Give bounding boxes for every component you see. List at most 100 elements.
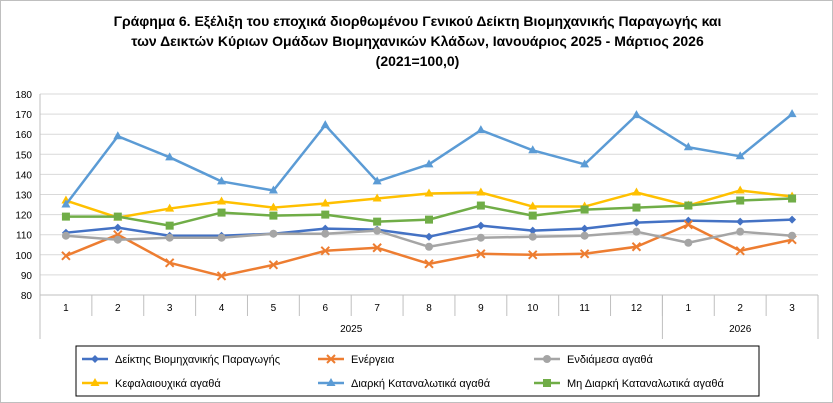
y-tick-label: 110 — [16, 231, 32, 242]
y-tick-label: 90 — [21, 271, 33, 282]
data-point — [321, 229, 330, 238]
data-point-stroke — [476, 249, 486, 259]
legend-item: Ενέργεια — [318, 354, 395, 366]
y-tick-label: 100 — [15, 251, 32, 262]
data-point — [424, 259, 434, 269]
data-point — [788, 215, 797, 224]
series-5 — [61, 109, 797, 208]
data-point — [90, 378, 100, 386]
data-point-stroke — [326, 354, 336, 364]
data-point — [165, 152, 175, 161]
data-point — [326, 378, 336, 386]
x-tick-label-month: 11 — [579, 303, 590, 314]
data-point-stroke — [216, 271, 227, 281]
y-tick-label: 80 — [21, 291, 33, 302]
data-point — [425, 215, 433, 224]
data-point — [216, 271, 227, 281]
data-point — [113, 223, 122, 232]
data-point — [268, 260, 279, 270]
data-point — [269, 229, 278, 238]
data-point — [61, 199, 71, 208]
data-point — [476, 221, 485, 230]
x-tick-label-month: 12 — [631, 303, 643, 314]
data-point-stroke — [683, 219, 694, 230]
data-point — [217, 233, 226, 242]
legend-item: Δείκτης Βιομηχανικής Παραγωγής — [82, 354, 280, 366]
data-point — [164, 258, 175, 268]
data-point — [476, 201, 485, 210]
data-point — [425, 242, 433, 251]
data-point-stroke — [372, 243, 382, 253]
data-point — [165, 203, 175, 212]
series-lines — [61, 109, 797, 281]
x-tick-label-month: 3 — [167, 303, 173, 314]
data-point-stroke — [528, 250, 538, 260]
data-point — [476, 233, 485, 242]
data-point — [373, 226, 382, 235]
data-point — [528, 250, 538, 260]
data-point — [372, 193, 382, 202]
data-point — [684, 238, 693, 247]
series-1 — [61, 215, 797, 241]
data-point — [631, 187, 641, 196]
data-point — [543, 355, 551, 363]
data-point — [632, 203, 641, 212]
data-point — [735, 246, 745, 256]
x-tick-label-month: 2 — [115, 303, 121, 314]
legend: Δείκτης Βιομηχανικής Παραγωγής Ενέργεια Εν… — [75, 345, 760, 397]
data-point — [217, 196, 227, 205]
legend-label: Δείκτης Βιομηχανικής Παραγωγής — [115, 354, 280, 366]
data-point — [91, 355, 99, 363]
data-point — [528, 211, 537, 220]
x-tick-label-month: 7 — [374, 303, 380, 314]
data-point — [632, 218, 641, 227]
data-point — [320, 120, 330, 129]
data-point — [372, 243, 382, 253]
x-tick-label-month: 10 — [527, 303, 539, 314]
data-point — [476, 125, 486, 134]
data-point — [632, 227, 641, 236]
x-tick-label-month: 2 — [737, 303, 743, 314]
data-point — [373, 217, 382, 226]
data-point — [476, 187, 486, 196]
data-point — [683, 219, 694, 230]
legend-label: Ενδιάμεσα αγαθά — [567, 354, 654, 366]
x-tick-label-month: 3 — [789, 303, 795, 314]
y-tick-label: 130 — [15, 191, 32, 202]
data-point — [735, 185, 745, 194]
data-point — [217, 208, 226, 217]
data-point — [424, 188, 434, 197]
data-point — [268, 185, 278, 194]
data-point-stroke — [320, 246, 330, 256]
data-point — [528, 201, 538, 210]
data-point — [61, 231, 70, 240]
data-point — [736, 196, 745, 205]
legend-item: Ενδιάμεσα αγαθά — [534, 354, 654, 366]
x-tick-label-month: 4 — [219, 303, 225, 314]
data-point-stroke — [631, 242, 642, 252]
data-point — [528, 226, 537, 235]
x-group-label-year: 2025 — [340, 324, 363, 335]
y-tick-label: 140 — [15, 170, 32, 181]
data-point-stroke — [424, 259, 434, 269]
series-6 — [61, 194, 797, 230]
data-point — [528, 232, 537, 241]
legend-label: Μη Διαρκή Καταναλωτικά αγαθά — [567, 378, 724, 390]
data-point — [735, 151, 745, 160]
data-point — [787, 109, 797, 118]
data-point — [543, 379, 551, 387]
chart-title-line-3: (2021=100,0) — [375, 53, 460, 69]
legend-item: Διαρκή Καταναλωτικά αγαθά — [318, 378, 491, 390]
data-point — [113, 235, 122, 244]
data-point — [165, 221, 174, 230]
data-point — [113, 131, 123, 140]
data-point — [320, 198, 330, 207]
legend-box — [75, 345, 760, 397]
data-point — [61, 212, 70, 221]
data-point-stroke — [579, 249, 590, 259]
data-point — [424, 159, 434, 168]
y-tick-label: 160 — [15, 130, 32, 141]
y-tick-label: 120 — [15, 211, 32, 222]
data-point — [268, 202, 278, 211]
chart-title-line-1: Γράφημα 6. Εξέλιξη του εποχικά διορθωμέν… — [113, 13, 722, 29]
